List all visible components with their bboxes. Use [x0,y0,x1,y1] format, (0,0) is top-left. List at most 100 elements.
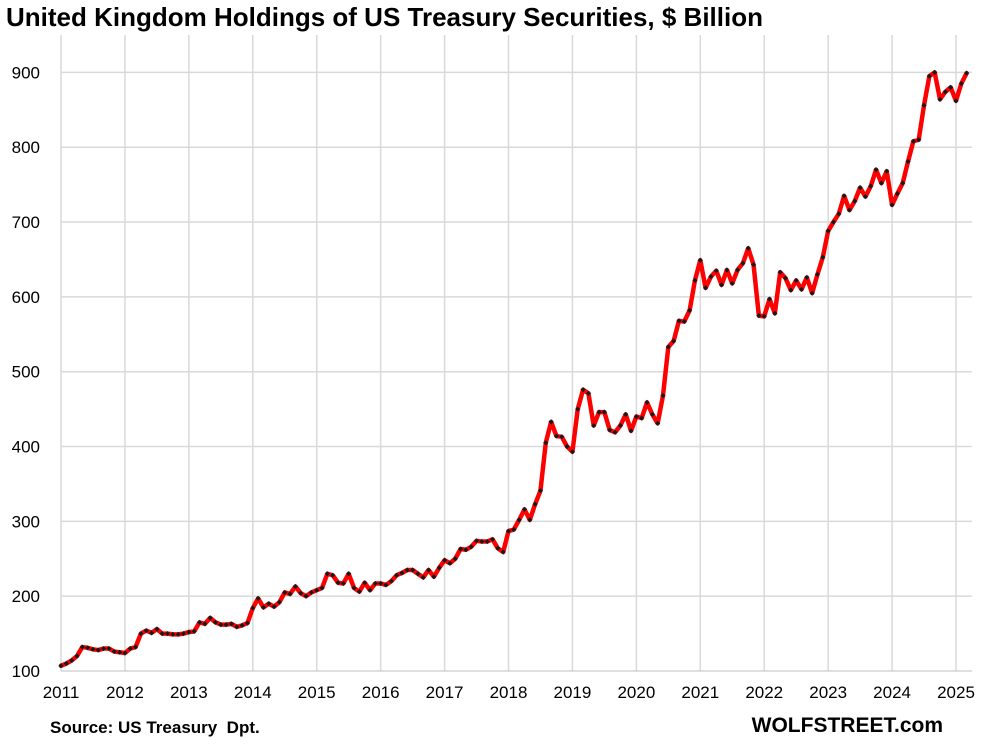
data-point [548,419,554,425]
data-point [660,393,666,399]
data-point [761,313,767,319]
data-point [617,422,623,429]
data-point [921,102,927,108]
x-tick-label: 2025 [937,683,975,702]
data-point [431,574,437,580]
vertical-gridlines [60,35,957,671]
data-point [729,280,735,287]
x-tick-label: 2024 [873,683,911,702]
source-note: Source: US Treasury Dpt. [50,718,260,737]
x-tick-label: 2017 [426,683,464,702]
data-point [798,286,805,292]
y-tick-label: 400 [12,438,40,457]
y-tick-label: 900 [12,63,40,82]
data-point [623,411,629,417]
data-point [505,528,512,534]
data-point [958,81,964,87]
data-point [948,84,954,90]
data-point [425,567,432,573]
y-tick-label: 600 [12,288,40,307]
data-point [830,219,837,225]
x-tick-label: 2018 [490,683,528,702]
data-point [926,73,932,79]
data-point [697,257,703,263]
x-tick-label: 2022 [745,683,783,702]
data-point [308,589,314,596]
data-point [330,572,336,578]
y-tick-label: 800 [12,138,40,157]
data-point [420,574,426,581]
chart-title: United Kingdom Holdings of US Treasury S… [6,2,763,32]
data-point [79,644,85,650]
data-point [111,648,117,655]
data-point [766,296,773,302]
data-point [575,406,581,412]
data-point [559,434,565,440]
data-point [319,585,325,591]
data-point [116,649,123,655]
data-point [644,399,650,405]
data-point [569,449,576,455]
data-point [713,268,719,274]
data-point [724,267,730,273]
data-point [260,604,267,610]
horizontal-gridlines [61,71,972,597]
x-tick-label: 2020 [617,683,655,702]
data-point [473,538,480,544]
data-point [479,538,485,545]
data-point [878,180,884,186]
data-point [148,630,155,636]
series-group [58,69,970,669]
data-point [884,168,890,174]
data-point [298,590,304,596]
data-point [404,567,410,573]
data-point [580,387,586,393]
data-point [74,653,80,659]
data-point [266,601,272,607]
data-point [436,565,442,571]
data-point [127,645,133,652]
data-point [223,622,229,628]
data-point [601,409,607,415]
data-point [655,420,661,426]
data-point [388,578,394,584]
data-point [804,274,810,281]
data-point [521,506,528,512]
data-point [447,560,453,566]
data-point [756,312,762,319]
data-point [782,275,789,281]
data-point [745,245,751,251]
data-point [218,622,224,628]
data-point [351,585,357,591]
data-point [825,228,831,234]
data-point [836,211,842,217]
y-tick-label: 700 [12,213,40,232]
data-point [905,158,911,165]
data-point [234,624,240,630]
data-point [340,580,346,587]
data-point [372,580,378,587]
x-tick-label: 2013 [170,683,208,702]
data-point [314,587,320,593]
data-point [868,183,874,189]
data-point [591,422,597,429]
data-point [953,98,959,104]
data-point [543,440,549,446]
data-point [671,338,677,344]
data-point [532,501,538,507]
data-point [324,571,330,577]
data-point [516,517,522,523]
data-point [378,580,384,587]
x-tick-label: 2015 [298,683,336,702]
data-point [500,549,506,555]
y-tick-label: 100 [12,662,40,681]
data-point [383,582,389,588]
data-point [814,271,821,278]
data-point [489,536,496,542]
data-point [196,619,203,625]
data-point [90,646,96,652]
data-point [607,427,613,433]
data-point [303,593,309,599]
data-point [649,411,655,417]
x-tick-label: 2014 [234,683,272,702]
